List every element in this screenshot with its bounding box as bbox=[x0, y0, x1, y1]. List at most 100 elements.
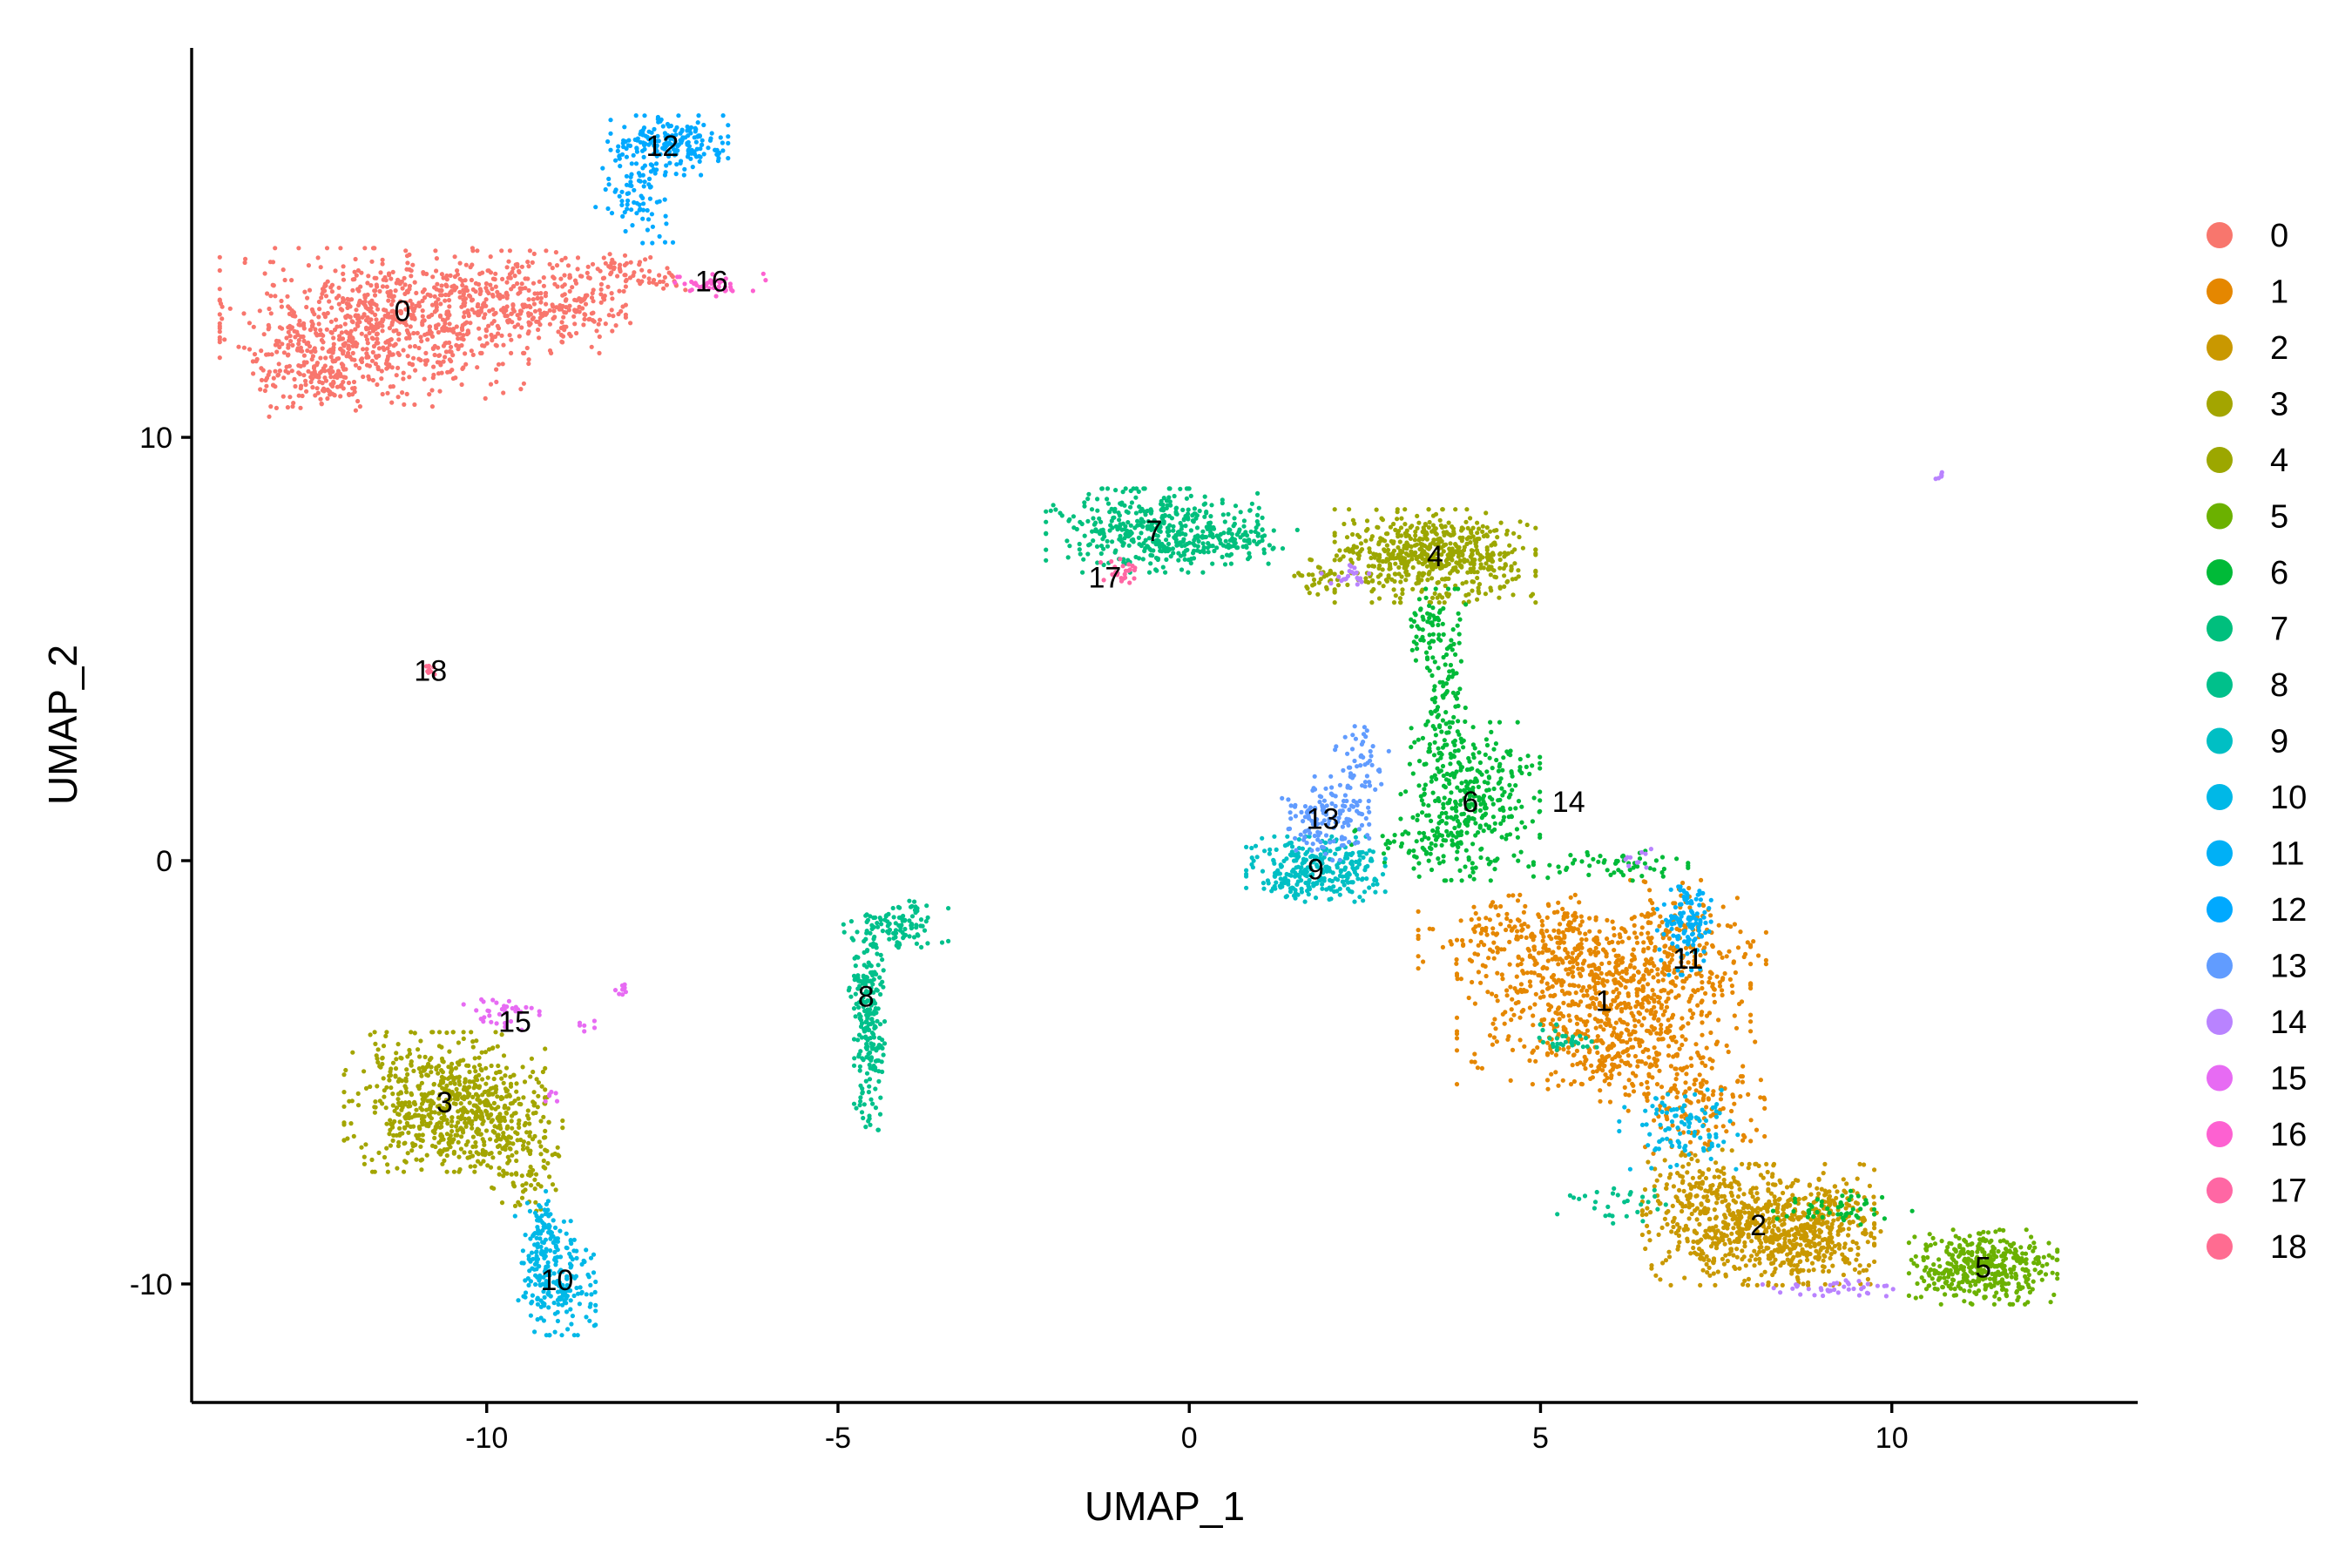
point bbox=[1446, 520, 1451, 525]
point bbox=[388, 384, 393, 389]
point bbox=[1646, 1000, 1652, 1005]
point bbox=[497, 1069, 502, 1075]
point bbox=[1502, 584, 1507, 590]
point bbox=[353, 313, 359, 318]
point bbox=[435, 360, 440, 365]
point bbox=[641, 274, 647, 279]
point bbox=[476, 326, 482, 331]
point bbox=[1712, 1174, 1717, 1179]
point bbox=[536, 327, 541, 333]
point bbox=[1403, 551, 1409, 557]
point bbox=[488, 254, 493, 260]
point bbox=[517, 269, 522, 275]
point bbox=[613, 323, 618, 328]
point bbox=[1752, 1248, 1757, 1254]
point bbox=[280, 394, 286, 399]
point bbox=[1711, 992, 1716, 997]
point bbox=[1590, 1075, 1595, 1080]
point bbox=[1338, 557, 1343, 562]
point bbox=[1421, 959, 1426, 964]
point bbox=[405, 330, 410, 335]
point bbox=[1757, 1245, 1762, 1250]
point bbox=[1772, 1269, 1777, 1274]
point bbox=[1671, 1184, 1676, 1189]
point bbox=[476, 301, 481, 308]
point bbox=[497, 1150, 503, 1155]
point bbox=[1632, 923, 1637, 928]
point bbox=[434, 268, 439, 274]
point bbox=[424, 271, 429, 277]
point bbox=[1707, 1273, 1713, 1278]
point bbox=[1399, 516, 1404, 521]
point bbox=[1522, 989, 1527, 994]
point bbox=[528, 1164, 533, 1170]
point bbox=[1683, 1223, 1688, 1228]
point bbox=[1511, 1012, 1517, 1017]
point bbox=[368, 283, 374, 288]
point bbox=[1471, 561, 1477, 566]
point bbox=[615, 274, 620, 279]
point bbox=[1610, 919, 1615, 924]
point bbox=[1517, 892, 1523, 897]
point bbox=[563, 310, 569, 315]
point bbox=[1675, 1171, 1680, 1176]
point bbox=[1470, 979, 1475, 985]
point bbox=[399, 1107, 404, 1112]
point bbox=[544, 1148, 550, 1153]
point bbox=[241, 311, 247, 316]
point bbox=[1724, 1129, 1729, 1134]
point bbox=[1731, 1211, 1736, 1216]
point bbox=[1771, 1161, 1777, 1166]
point bbox=[1646, 1159, 1651, 1165]
point bbox=[437, 389, 443, 394]
point bbox=[1674, 1053, 1680, 1058]
point bbox=[1693, 954, 1698, 959]
point bbox=[380, 257, 385, 262]
point bbox=[481, 1159, 486, 1164]
point bbox=[526, 361, 531, 367]
point bbox=[1456, 554, 1461, 559]
point bbox=[1611, 926, 1617, 931]
point bbox=[526, 357, 531, 362]
point bbox=[1493, 905, 1498, 910]
point bbox=[316, 321, 321, 327]
point bbox=[1308, 558, 1315, 563]
point bbox=[504, 1065, 510, 1071]
point bbox=[411, 355, 416, 361]
point bbox=[1723, 1253, 1728, 1258]
point bbox=[1754, 1228, 1759, 1233]
point bbox=[1540, 965, 1545, 971]
point bbox=[1396, 571, 1402, 577]
point bbox=[438, 362, 443, 368]
point bbox=[1707, 1226, 1713, 1231]
point bbox=[610, 296, 615, 301]
point bbox=[407, 283, 412, 288]
point bbox=[1586, 963, 1592, 969]
point bbox=[602, 294, 607, 299]
point bbox=[241, 345, 247, 350]
point bbox=[328, 329, 334, 335]
point bbox=[1561, 1046, 1566, 1052]
point bbox=[583, 295, 588, 301]
point bbox=[1711, 1271, 1716, 1276]
point bbox=[1734, 896, 1740, 901]
point bbox=[1854, 1240, 1859, 1246]
point bbox=[1699, 1000, 1704, 1005]
point bbox=[457, 294, 463, 300]
point bbox=[512, 1203, 518, 1208]
point bbox=[622, 253, 628, 258]
point bbox=[1689, 1156, 1694, 1161]
point bbox=[434, 305, 439, 310]
point bbox=[1677, 1240, 1682, 1245]
point bbox=[1515, 898, 1521, 903]
point bbox=[1432, 526, 1437, 532]
point bbox=[1811, 1236, 1816, 1241]
point bbox=[490, 1105, 495, 1111]
point bbox=[483, 1065, 489, 1071]
point bbox=[532, 1101, 537, 1106]
point bbox=[1487, 917, 1492, 923]
point bbox=[521, 350, 526, 355]
point bbox=[415, 1136, 421, 1141]
point bbox=[1763, 957, 1768, 963]
point bbox=[1667, 960, 1673, 965]
